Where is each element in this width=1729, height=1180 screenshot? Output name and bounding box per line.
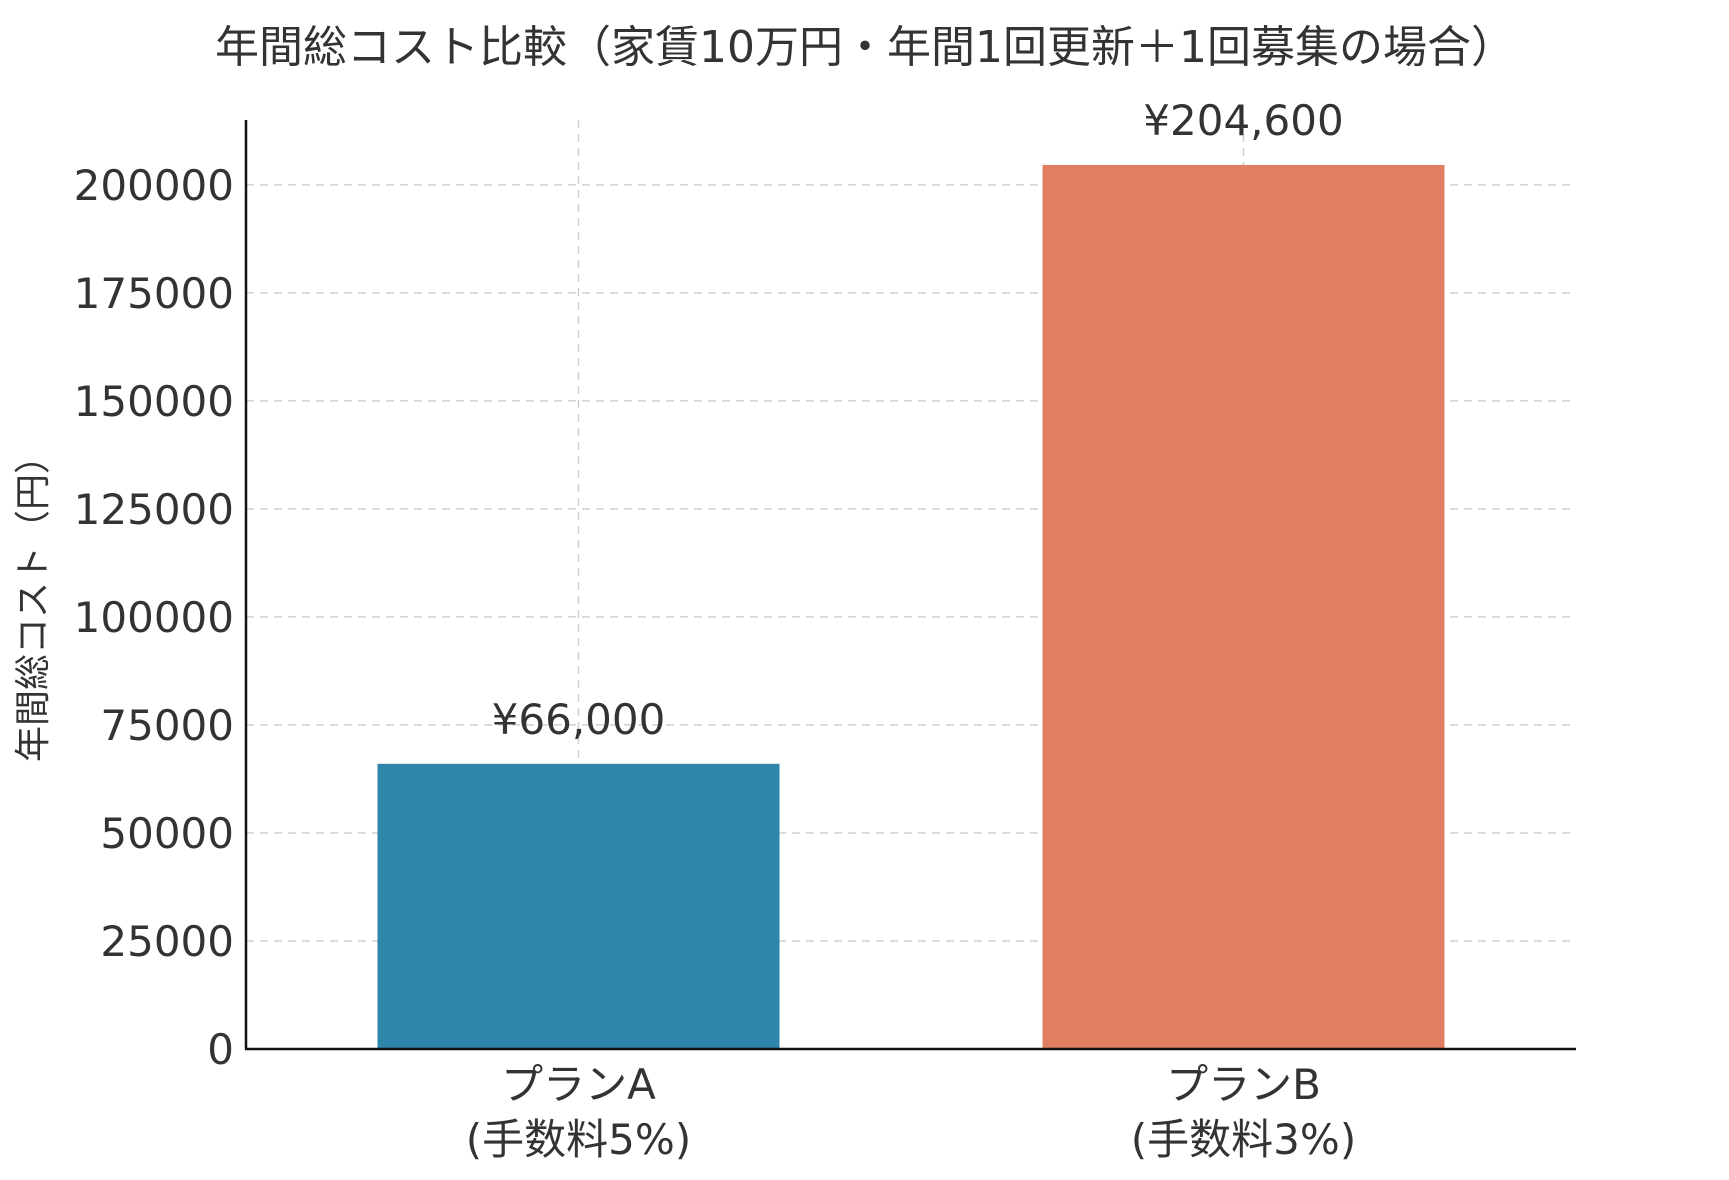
y-tick-label: 150000: [74, 377, 234, 426]
data-label: ¥204,600: [1143, 96, 1343, 145]
x-tick-label: プランA: [501, 1060, 656, 1109]
bar: [1042, 164, 1445, 1049]
axes: [244, 120, 1576, 1051]
bars: [377, 164, 1445, 1049]
y-tick-label: 200000: [74, 161, 234, 210]
bar: [377, 763, 780, 1049]
data-labels: ¥66,000 ¥204,600: [492, 96, 1344, 744]
chart-title: 年間総コスト比較（家賃10万円・年間1回更新＋1回募集の場合）: [215, 22, 1515, 73]
y-tick-label: 75000: [100, 701, 234, 750]
x-tick-label-sub: (手数料5%): [466, 1115, 691, 1164]
y-tick-labels: 0 25000 50000 75000 100000 125000 150000 175000…: [74, 161, 234, 1074]
y-tick-label: 50000: [100, 809, 234, 858]
x-tick-labels: プランA (手数料5%) プランB (手数料3%): [466, 1060, 1356, 1164]
y-tick-label: 125000: [74, 485, 234, 534]
y-tick-label: 175000: [74, 269, 234, 318]
y-axis-label: 年間総コスト（円）: [13, 438, 54, 762]
x-tick-label-sub: (手数料3%): [1131, 1115, 1356, 1164]
data-label: ¥66,000: [492, 695, 666, 744]
y-tick-label: 100000: [74, 593, 234, 642]
y-tick-label: 0: [207, 1025, 234, 1074]
y-tick-label: 25000: [100, 917, 234, 966]
x-tick-label: プランB: [1166, 1060, 1321, 1109]
